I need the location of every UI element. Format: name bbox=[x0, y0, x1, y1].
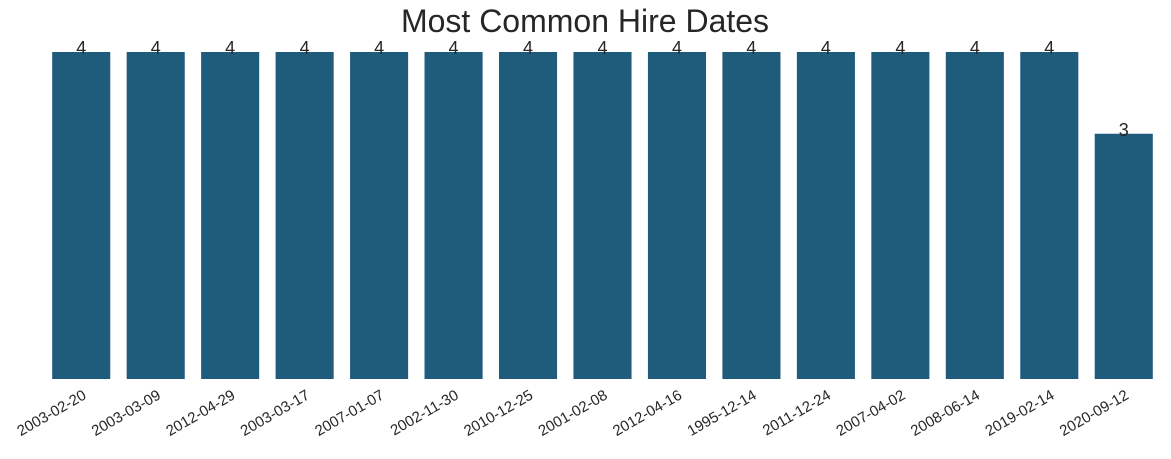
bar-2003-02-20 bbox=[52, 52, 111, 379]
x-tick-label-2003-03-09: 2003-03-09 bbox=[89, 387, 164, 440]
data-labels-group: 4 4 4 4 4 4 4 4 4 4 4 4 4 4 3 bbox=[76, 38, 1129, 140]
data-label-2008-06-14: 4 bbox=[970, 38, 980, 58]
bar-2008-06-14 bbox=[945, 52, 1004, 379]
data-label-2007-01-07: 4 bbox=[374, 38, 384, 58]
x-tick-label-2002-11-30: 2002-11-30 bbox=[388, 387, 462, 440]
data-label-2003-03-17: 4 bbox=[300, 38, 310, 58]
data-label-1995-12-14: 4 bbox=[746, 38, 756, 58]
x-tick-label-2007-04-02: 2007-04-02 bbox=[833, 387, 908, 440]
x-tick-label-2001-02-08: 2001-02-08 bbox=[536, 387, 611, 440]
x-tick-label-2012-04-29: 2012-04-29 bbox=[163, 387, 238, 440]
data-label-2011-12-24: 4 bbox=[821, 38, 831, 58]
bars-group bbox=[52, 52, 1153, 379]
bar-2007-01-07 bbox=[350, 52, 409, 379]
x-tick-label-2010-12-25: 2010-12-25 bbox=[461, 387, 536, 440]
bar-2003-03-17 bbox=[275, 52, 334, 379]
bar-2019-02-14 bbox=[1020, 52, 1079, 379]
data-label-2001-02-08: 4 bbox=[597, 38, 607, 58]
bar-2012-04-29 bbox=[201, 52, 260, 379]
x-tick-label-2012-04-16: 2012-04-16 bbox=[610, 387, 685, 440]
bar-2003-03-09 bbox=[126, 52, 185, 379]
data-label-2003-03-09: 4 bbox=[151, 38, 161, 58]
x-tick-label-2007-01-07: 2007-01-07 bbox=[312, 387, 387, 440]
bar-2012-04-16 bbox=[647, 52, 706, 379]
x-tick-label-2008-06-14: 2008-06-14 bbox=[908, 387, 983, 440]
x-tick-label-2003-03-17: 2003-03-17 bbox=[238, 387, 313, 440]
x-tick-label-2019-02-14: 2019-02-14 bbox=[982, 387, 1057, 440]
x-tick-label-2020-09-12: 2020-09-12 bbox=[1057, 387, 1132, 440]
bar-2001-02-08 bbox=[573, 52, 632, 379]
bar-2010-12-25 bbox=[498, 52, 558, 379]
x-tick-labels-group: 2003-02-20 2003-03-09 2012-04-29 2003-03-17… bbox=[14, 387, 1131, 440]
data-label-2012-04-29: 4 bbox=[225, 38, 235, 58]
data-label-2019-02-14: 4 bbox=[1044, 38, 1054, 58]
data-label-2003-02-20: 4 bbox=[76, 38, 86, 58]
bar-2007-04-02 bbox=[871, 52, 930, 379]
chart-title: Most Common Hire Dates bbox=[401, 3, 769, 39]
data-label-2007-04-02: 4 bbox=[895, 38, 905, 58]
data-label-2020-09-12: 3 bbox=[1119, 120, 1129, 140]
data-label-2010-12-25: 4 bbox=[523, 38, 533, 58]
x-tick-label-2003-02-20: 2003-02-20 bbox=[14, 387, 89, 440]
bar-2020-09-12 bbox=[1094, 133, 1153, 379]
bar-2011-12-24 bbox=[796, 52, 855, 379]
x-tick-label-1995-12-14: 1995-12-14 bbox=[684, 387, 759, 440]
bar-1995-12-14 bbox=[722, 52, 781, 379]
data-label-2012-04-16: 4 bbox=[672, 38, 682, 58]
data-label-2002-11-30: 4 bbox=[449, 38, 459, 58]
x-tick-label-2011-12-24: 2011-12-24 bbox=[760, 387, 834, 440]
bar-2002-11-30 bbox=[424, 52, 483, 379]
